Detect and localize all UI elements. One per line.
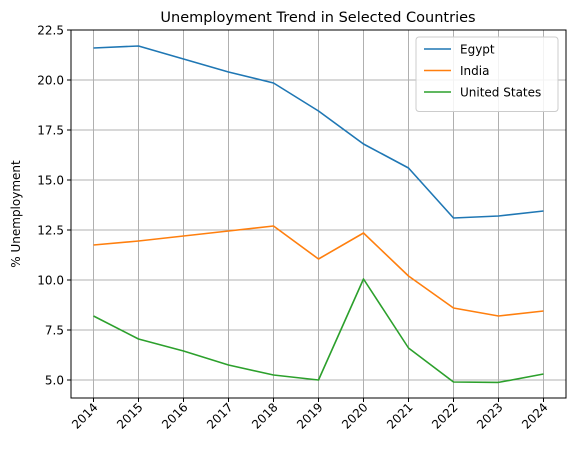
- legend: Egypt India United States: [415, 36, 559, 112]
- y-tick-label: 7.5: [45, 324, 64, 338]
- x-tick-label: 2020: [339, 400, 370, 431]
- x-tick-label: 2017: [204, 400, 235, 431]
- grid-lines: [71, 29, 566, 398]
- legend-box: [415, 36, 559, 112]
- x-tick-label: 2019: [294, 400, 325, 431]
- x-tick-label: 2018: [249, 400, 280, 431]
- y-tick-label: 20.0: [37, 74, 64, 88]
- x-tick-label: 2023: [474, 400, 505, 431]
- x-tick-label: 2022: [429, 400, 460, 431]
- y-tick-label: 5.0: [45, 374, 64, 388]
- series-line: [93, 45, 544, 219]
- x-tick-label: 2014: [69, 400, 100, 431]
- y-axis: 5.0 7.5 10.0 12.5 15.0 17.5 20.0 22.5: [37, 24, 71, 388]
- chart-title: Unemployment Trend in Selected Countries: [160, 10, 475, 26]
- x-tick-label: 2015: [114, 400, 145, 431]
- x-tick-label: 2016: [159, 400, 190, 431]
- legend-label: Egypt: [460, 43, 495, 57]
- y-tick-label: 22.5: [37, 24, 64, 38]
- x-tick-label: 2021: [384, 400, 415, 431]
- x-tick-label: 2024: [519, 400, 550, 431]
- series-line: [93, 225, 544, 317]
- series-line: [93, 278, 544, 384]
- y-tick-label: 17.5: [37, 124, 64, 138]
- legend-label: United States: [460, 86, 541, 100]
- x-axis: 2014 2015 2016 2017 2018 2019 2020 2021 2022 2023…: [69, 398, 551, 432]
- y-tick-label: 12.5: [37, 224, 64, 238]
- y-axis-label: % Unemployment: [9, 160, 23, 268]
- legend-label: India: [460, 64, 489, 78]
- y-tick-label: 15.0: [37, 174, 64, 188]
- series-lines: [93, 45, 544, 384]
- y-tick-label: 10.0: [37, 274, 64, 288]
